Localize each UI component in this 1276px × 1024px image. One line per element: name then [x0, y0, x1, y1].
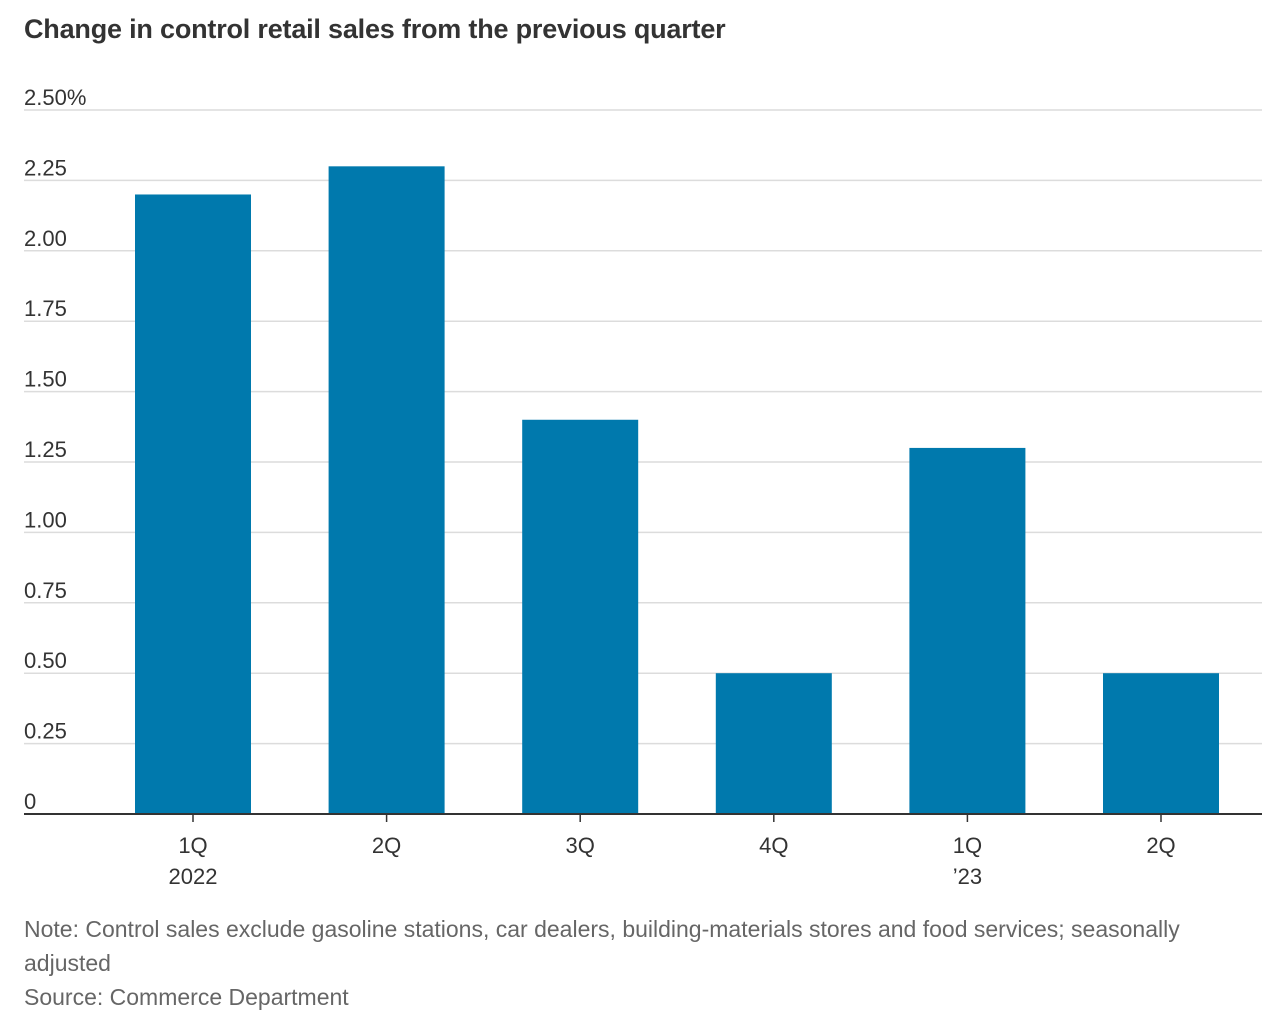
x-tick-label: 1Q	[953, 833, 982, 858]
y-tick-label: 2.00	[24, 226, 67, 251]
y-tick-label: 2.25	[24, 155, 67, 180]
y-tick-label: 1.75	[24, 296, 67, 321]
y-tick-label: 0.50	[24, 648, 67, 673]
chart-footer: Note: Control sales exclude gasoline sta…	[24, 912, 1254, 1014]
y-tick-label: 1.25	[24, 437, 67, 462]
bar	[909, 447, 1026, 814]
y-tick-label: 0.75	[24, 578, 67, 603]
x-tick-label: 3Q	[566, 833, 595, 858]
chart-title: Change in control retail sales from the …	[24, 14, 726, 44]
bar-chart: 0 0.25 0.50 0.75 1.00 1.25 1.50 1.75 2.00 2.25 2.5…	[24, 85, 1262, 889]
bar	[135, 194, 251, 815]
y-tick-label: 0	[24, 789, 36, 814]
x-tick-label: 2Q	[372, 833, 401, 858]
x-tick-label: ’23	[953, 864, 982, 889]
bar	[328, 166, 445, 814]
y-tick-label: 2.50%	[24, 85, 86, 110]
bars	[135, 166, 1219, 815]
x-tick-label: 1Q	[178, 833, 207, 858]
y-tick-label: 1.50	[24, 367, 67, 392]
x-tick-label: 4Q	[759, 833, 788, 858]
x-axis	[24, 813, 1262, 822]
bar	[1103, 673, 1219, 814]
x-tick-label: 2Q	[1146, 833, 1175, 858]
bar	[522, 419, 639, 814]
y-axis-ticks: 0 0.25 0.50 0.75 1.00 1.25 1.50 1.75 2.00 2.25 2.5…	[24, 85, 86, 814]
y-tick-label: 0.25	[24, 719, 67, 744]
chart-source: Source: Commerce Department	[24, 984, 349, 1010]
y-tick-label: 1.00	[24, 507, 67, 532]
chart-note: Note: Control sales exclude gasoline sta…	[24, 916, 1180, 976]
x-axis-ticks: 1Q 2022 2Q 3Q 4Q 1Q ’23 2Q	[169, 833, 1176, 889]
bar	[715, 673, 832, 814]
x-tick-label: 2022	[169, 864, 218, 889]
